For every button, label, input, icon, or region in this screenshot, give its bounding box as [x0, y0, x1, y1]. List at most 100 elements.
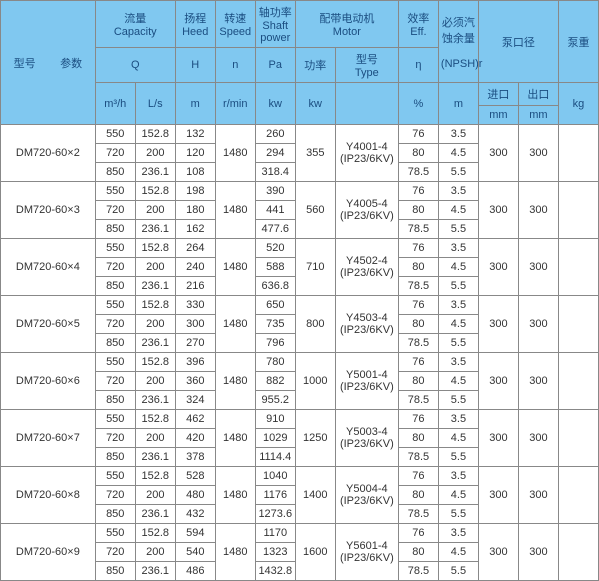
cell-speed: 1480 — [215, 524, 255, 581]
cell-speed: 1480 — [215, 182, 255, 239]
hdr-motor: 配带电动机Motor — [295, 1, 398, 48]
cell-npsh: 5.5 — [438, 277, 478, 296]
cell-head: 432 — [175, 505, 215, 524]
cell-head: 162 — [175, 220, 215, 239]
cell-inlet: 300 — [478, 239, 518, 296]
cell-shaft: 441 — [255, 201, 295, 220]
cell-q-m3h: 850 — [95, 163, 135, 182]
table-row: DM720-60×6550152.839614807801000Y5001-4 … — [1, 353, 599, 372]
cell-speed: 1480 — [215, 467, 255, 524]
cell-eff: 78.5 — [398, 334, 438, 353]
cell-npsh: 4.5 — [438, 258, 478, 277]
cell-head: 270 — [175, 334, 215, 353]
cell-shaft: 520 — [255, 239, 295, 258]
cell-eff: 76 — [398, 125, 438, 144]
hdr-Pa: Pa — [255, 48, 295, 83]
cell-outlet: 300 — [518, 467, 558, 524]
cell-outlet: 300 — [518, 125, 558, 182]
cell-outlet: 300 — [518, 524, 558, 581]
cell-weight — [558, 239, 598, 296]
cell-q-m3h: 850 — [95, 220, 135, 239]
cell-q-m3h: 550 — [95, 239, 135, 258]
cell-q-m3h: 550 — [95, 182, 135, 201]
cell-q-ls: 236.1 — [135, 448, 175, 467]
cell-shaft: 390 — [255, 182, 295, 201]
hdr-eff: 效率Eff. — [398, 1, 438, 48]
cell-q-ls: 152.8 — [135, 239, 175, 258]
cell-inlet: 300 — [478, 353, 518, 410]
cell-q-ls: 152.8 — [135, 353, 175, 372]
unit-rmin: r/min — [215, 83, 255, 125]
cell-eff: 80 — [398, 486, 438, 505]
unit-kw2: kw — [295, 83, 335, 125]
cell-q-m3h: 720 — [95, 315, 135, 334]
cell-q-m3h: 720 — [95, 372, 135, 391]
cell-head: 108 — [175, 163, 215, 182]
cell-q-m3h: 850 — [95, 505, 135, 524]
hdr-n: n — [215, 48, 255, 83]
cell-npsh: 4.5 — [438, 486, 478, 505]
cell-npsh: 3.5 — [438, 239, 478, 258]
cell-shaft: 780 — [255, 353, 295, 372]
cell-inlet: 300 — [478, 296, 518, 353]
cell-shaft: 796 — [255, 334, 295, 353]
cell-inlet: 300 — [478, 467, 518, 524]
cell-head: 240 — [175, 258, 215, 277]
cell-head: 528 — [175, 467, 215, 486]
cell-eff: 80 — [398, 315, 438, 334]
cell-q-ls: 236.1 — [135, 163, 175, 182]
cell-motor-type: Y5601-4 (IP23/6KV) — [335, 524, 398, 581]
cell-shaft: 1114.4 — [255, 448, 295, 467]
cell-npsh: 3.5 — [438, 125, 478, 144]
cell-weight — [558, 353, 598, 410]
table-body: DM720-60×2550152.81321480260355Y4001-4 (… — [1, 125, 599, 581]
cell-npsh: 5.5 — [438, 334, 478, 353]
cell-eff: 80 — [398, 372, 438, 391]
cell-head: 264 — [175, 239, 215, 258]
cell-motor-kw: 560 — [295, 182, 335, 239]
cell-speed: 1480 — [215, 296, 255, 353]
cell-motor-kw: 1000 — [295, 353, 335, 410]
cell-q-m3h: 550 — [95, 524, 135, 543]
cell-motor-kw: 1600 — [295, 524, 335, 581]
cell-motor-kw: 1400 — [295, 467, 335, 524]
cell-eff: 76 — [398, 182, 438, 201]
cell-head: 216 — [175, 277, 215, 296]
cell-q-m3h: 850 — [95, 334, 135, 353]
unit-m: m — [175, 83, 215, 125]
cell-shaft: 1273.6 — [255, 505, 295, 524]
cell-speed: 1480 — [215, 353, 255, 410]
unit-kg: kg — [558, 83, 598, 125]
cell-shaft: 477.6 — [255, 220, 295, 239]
cell-head: 360 — [175, 372, 215, 391]
cell-head: 120 — [175, 144, 215, 163]
cell-q-m3h: 550 — [95, 410, 135, 429]
cell-npsh: 3.5 — [438, 467, 478, 486]
cell-inlet: 300 — [478, 524, 518, 581]
cell-inlet: 300 — [478, 125, 518, 182]
cell-shaft: 882 — [255, 372, 295, 391]
cell-q-ls: 152.8 — [135, 296, 175, 315]
table-row: DM720-60×8550152.8528148010401400Y5004-4… — [1, 467, 599, 486]
cell-eff: 78.5 — [398, 220, 438, 239]
table-row: DM720-60×4550152.82641480520710Y4502-4 (… — [1, 239, 599, 258]
cell-eff: 80 — [398, 201, 438, 220]
cell-q-m3h: 720 — [95, 201, 135, 220]
cell-eff: 78.5 — [398, 277, 438, 296]
cell-npsh: 4.5 — [438, 315, 478, 334]
unit-kw: kw — [255, 83, 295, 125]
cell-motor-type: Y5003-4 (IP23/6KV) — [335, 410, 398, 467]
cell-shaft: 1040 — [255, 467, 295, 486]
cell-eff: 78.5 — [398, 163, 438, 182]
cell-npsh: 5.5 — [438, 448, 478, 467]
cell-eff: 78.5 — [398, 505, 438, 524]
cell-head: 540 — [175, 543, 215, 562]
cell-q-ls: 152.8 — [135, 182, 175, 201]
cell-q-ls: 200 — [135, 372, 175, 391]
cell-head: 198 — [175, 182, 215, 201]
hdr-power: 功率 — [295, 48, 335, 83]
hdr-head: 扬程Heed — [175, 1, 215, 48]
cell-inlet: 300 — [478, 182, 518, 239]
cell-motor-kw: 355 — [295, 125, 335, 182]
pump-spec-table: 型号 参数 流量Capacity 扬程Heed 转速Speed 轴功率Shaft… — [0, 0, 599, 581]
